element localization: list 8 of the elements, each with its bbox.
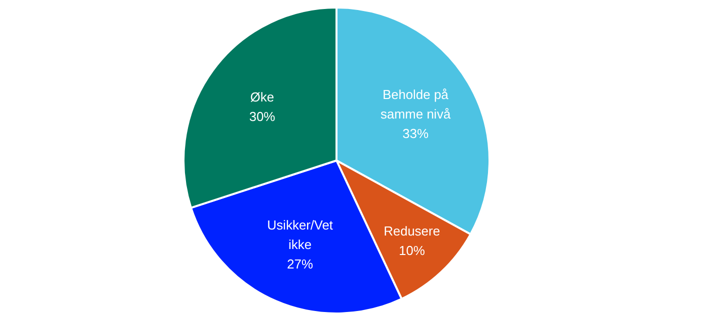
- slice-label: Øke: [250, 89, 274, 104]
- slice-label: Beholde på samme nivå: [380, 86, 452, 122]
- slice-label: Redusere: [384, 224, 440, 239]
- data-label: 10%: [398, 243, 426, 258]
- data-label: 27%: [287, 256, 314, 272]
- data-label: 30%: [249, 108, 276, 124]
- data-label: 33%: [402, 126, 429, 141]
- slice-label: Usikker/Vet ikke: [267, 218, 334, 252]
